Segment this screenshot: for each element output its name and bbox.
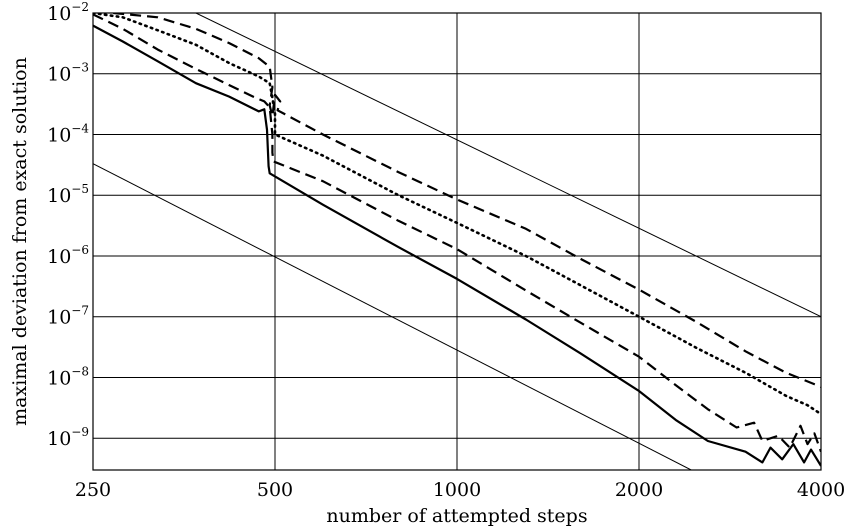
series-dashed-line-2: [93, 13, 821, 453]
y-tick-labels: 10−2 10−3 10−4 10−5 10−6 10−7 10−8 10−9: [47, 0, 89, 450]
y-tick-label: 10−9: [47, 425, 89, 450]
y-tick-label: 10−4: [47, 121, 89, 146]
series-thin-line-6: [195, 13, 821, 318]
series-solid-line-1: [93, 24, 821, 467]
x-tick-label: 500: [257, 479, 293, 501]
x-tick-label: 2000: [615, 479, 663, 501]
plot-frame: [92, 12, 822, 471]
series-layer: [93, 13, 821, 470]
x-axis-title: number of attempted steps: [326, 505, 587, 527]
x-tick-label: 1000: [433, 479, 481, 501]
x-tick-label: 250: [75, 479, 111, 501]
series-thin-line-5: [93, 163, 692, 470]
y-tick-label: 10−8: [47, 364, 89, 389]
x-tick-labels: 250 500 1000 2000 4000: [75, 479, 845, 501]
series-dotted-line-3: [93, 13, 821, 416]
y-tick-label: 10−5: [47, 182, 89, 207]
x-tick-label: 4000: [797, 479, 845, 501]
y-tick-label: 10−2: [47, 0, 89, 25]
y-tick-label: 10−3: [47, 61, 89, 86]
y-tick-label: 10−7: [47, 304, 89, 329]
series-dashed-line-4: [113, 13, 821, 388]
grid: [92, 12, 822, 470]
y-axis-title: maximal deviation from exact solution: [9, 57, 31, 426]
y-tick-label: 10−6: [47, 243, 89, 268]
